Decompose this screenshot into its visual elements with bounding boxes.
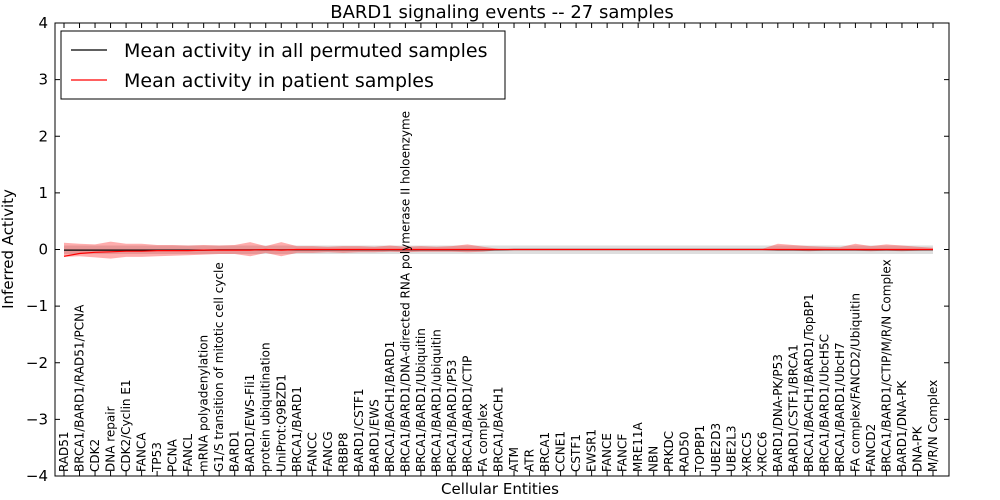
x-category-label: XRCC6 <box>755 432 769 472</box>
y-tick-label: −2 <box>26 354 48 372</box>
y-axis-title: Inferred Activity <box>0 189 17 309</box>
x-category-label: BARD1/CSTF1/BRCA1 <box>786 344 800 472</box>
chart-title: BARD1 signaling events -- 27 samples <box>330 2 674 23</box>
x-category-label: UBE2L3 <box>724 425 738 472</box>
x-category-label: FANCA <box>135 432 149 472</box>
x-category-label: BRCA1/BACH1/BARD1/TopBP1 <box>802 293 816 472</box>
x-category-label: BRCA1/BARD1/CTIP/M/R/N Complex <box>879 259 893 472</box>
y-tick-label: −3 <box>26 410 48 428</box>
x-category-label: CDK2/Cyclin E1 <box>119 379 133 472</box>
y-tick-label: −1 <box>26 297 48 315</box>
x-category-label: PCNA <box>166 438 180 472</box>
x-category-label: ATM <box>507 447 521 472</box>
x-category-label: DNA-PK <box>911 425 925 472</box>
x-category-label: CCNE1 <box>554 431 568 472</box>
x-category-label: FANCC <box>305 432 319 472</box>
x-category-label: BRCA1/BARD1/P53 <box>445 360 459 472</box>
x-category-label: NBN <box>647 446 661 472</box>
y-tick-label: 2 <box>38 127 48 145</box>
legend-label-permuted: Mean activity in all permuted samples <box>124 40 487 62</box>
x-category-label: BRCA1/BARD1 <box>290 386 304 472</box>
x-category-label: FANCE <box>600 433 614 472</box>
x-category-label: BARD1 <box>228 430 242 472</box>
y-axis: −4 −3 −2 −1 0 1 2 3 4 <box>26 14 949 485</box>
x-axis-title: Cellular Entities <box>441 480 559 498</box>
y-tick-label: 1 <box>38 184 48 202</box>
x-category-label: G1/S transition of mitotic cell cycle <box>212 262 226 472</box>
x-category-label: BRCA1 <box>538 432 552 472</box>
x-category-label: RBBP8 <box>336 432 350 472</box>
x-category-label: BARD1/DNA-PK/P53 <box>771 354 785 472</box>
x-axis-category-labels: RAD51 BRCA1/BARD1/RAD51/PCNA CDK2 DNA repai… <box>57 23 940 476</box>
x-category-label: BRCA1/BARD1/UbcH7 <box>833 342 847 472</box>
x-category-label: BARD1/EWS-Fli1 <box>243 374 257 472</box>
x-category-label: BARD1/EWS <box>367 399 381 472</box>
x-category-label: TP53 <box>150 442 164 473</box>
x-category-label: BRCA1/BARD1/Ubiquitin <box>414 328 428 472</box>
x-category-label: BRCA1/BACH1 <box>492 386 506 472</box>
x-category-label: CSTF1 <box>569 434 583 472</box>
x-category-label: M/R/N Complex <box>926 380 940 472</box>
x-category-label: FA complex/FANCD2/Ubiquitin <box>848 293 862 472</box>
x-category-label: EWSR1 <box>585 429 599 472</box>
x-category-label: RAD50 <box>678 431 692 472</box>
x-category-label: RAD51 <box>57 431 71 472</box>
x-category-label: MRE11A <box>631 421 645 472</box>
legend-label-patient: Mean activity in patient samples <box>124 70 434 92</box>
x-category-label: mRNA polyadenylation <box>197 335 211 472</box>
plot-area <box>63 241 933 259</box>
y-tick-label: −4 <box>26 467 48 485</box>
x-category-label: XRCC5 <box>740 432 754 472</box>
y-tick-label: 0 <box>38 241 48 259</box>
x-category-label: FANCL <box>181 434 195 472</box>
x-category-label: PRKDC <box>662 431 676 472</box>
x-category-label: BARD1/CSTF1 <box>352 388 366 472</box>
y-tick-label: 4 <box>38 14 48 32</box>
x-category-label: FA complex <box>476 403 490 472</box>
patient-samples-line <box>63 248 933 257</box>
x-category-label: CDK2 <box>88 439 102 472</box>
x-category-label: UniProt:Q9BZD1 <box>274 374 288 472</box>
x-category-label: FANCD2 <box>864 424 878 472</box>
x-category-label: BRCA1/BARD1/UbcH5C <box>817 334 831 472</box>
y-tick-label: 3 <box>38 71 48 89</box>
x-category-label: ATR <box>523 449 537 472</box>
legend: Mean activity in all permuted samples Me… <box>60 30 506 100</box>
x-category-label: BRCA1/BARD1/CTIP <box>461 356 475 472</box>
x-category-label: DNA repair <box>104 406 118 472</box>
x-category-label: BRCA1/BARD1/RAD51/PCNA <box>73 304 87 472</box>
x-category-label: BRCA1/BARD1/DNA-directed RNA polymerase … <box>398 111 412 472</box>
x-category-label: protein ubiquitination <box>259 342 273 472</box>
x-category-label: BRCA1/BARD1/ubiquitin <box>429 329 443 472</box>
x-category-label: UBE2D3 <box>709 423 723 472</box>
x-category-label: BRCA1/BACH1/BARD1 <box>383 341 397 472</box>
x-category-label: FANCF <box>616 434 630 472</box>
x-category-label: TOPBP1 <box>693 425 707 473</box>
legend-frame <box>60 30 506 100</box>
x-category-label: BARD1/DNA-PK <box>895 380 909 472</box>
x-category-label: FANCG <box>321 431 335 472</box>
